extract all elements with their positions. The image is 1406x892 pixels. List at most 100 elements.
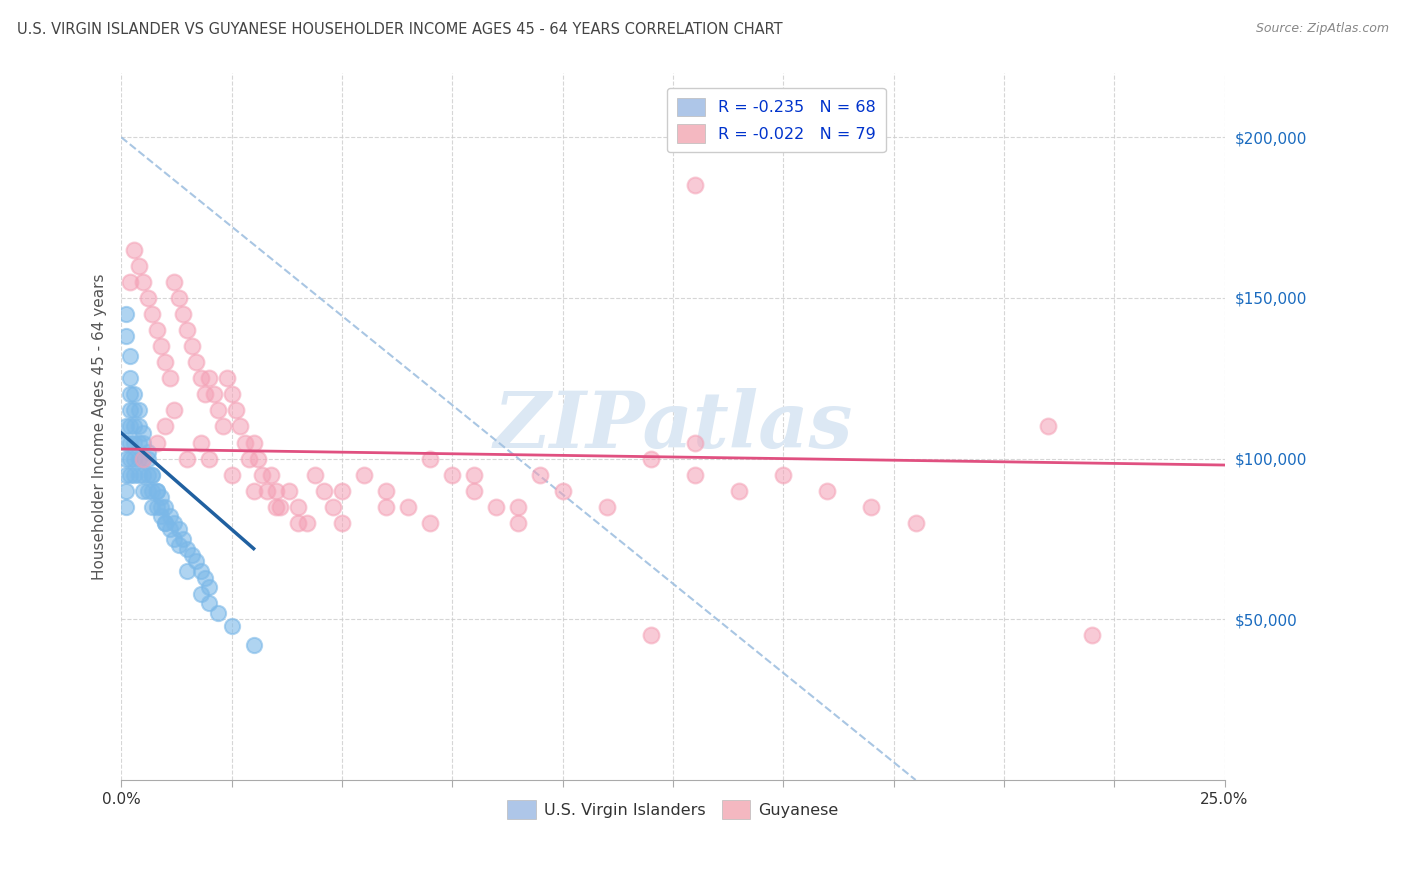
Point	[207, 606, 229, 620]
Point	[128, 403, 150, 417]
Point	[419, 516, 441, 530]
Point	[128, 435, 150, 450]
Point	[211, 419, 233, 434]
Point	[163, 532, 186, 546]
Point	[330, 516, 353, 530]
Point	[124, 467, 146, 482]
Point	[353, 467, 375, 482]
Point	[128, 467, 150, 482]
Point	[136, 467, 159, 482]
Point	[132, 435, 155, 450]
Point	[141, 500, 163, 514]
Point	[225, 403, 247, 417]
Point	[815, 483, 838, 498]
Point	[176, 451, 198, 466]
Point	[190, 564, 212, 578]
Point	[1036, 419, 1059, 434]
Point	[176, 323, 198, 337]
Point	[247, 451, 270, 466]
Point	[136, 451, 159, 466]
Point	[172, 307, 194, 321]
Point	[772, 467, 794, 482]
Point	[198, 371, 221, 385]
Point	[128, 259, 150, 273]
Point	[256, 483, 278, 498]
Point	[1081, 628, 1104, 642]
Point	[194, 570, 217, 584]
Point	[252, 467, 274, 482]
Point	[176, 564, 198, 578]
Point	[167, 538, 190, 552]
Point	[180, 548, 202, 562]
Point	[145, 435, 167, 450]
Point	[145, 483, 167, 498]
Point	[114, 483, 136, 498]
Point	[217, 371, 239, 385]
Point	[269, 500, 291, 514]
Point	[118, 435, 141, 450]
Y-axis label: Householder Income Ages 45 - 64 years: Householder Income Ages 45 - 64 years	[93, 273, 107, 580]
Point	[118, 371, 141, 385]
Point	[159, 509, 181, 524]
Point	[229, 419, 252, 434]
Point	[155, 419, 177, 434]
Point	[207, 403, 229, 417]
Point	[186, 355, 208, 369]
Point	[295, 516, 318, 530]
Point	[118, 387, 141, 401]
Point	[287, 500, 309, 514]
Point	[419, 451, 441, 466]
Point	[683, 467, 706, 482]
Point	[132, 451, 155, 466]
Point	[194, 387, 217, 401]
Point	[198, 580, 221, 594]
Point	[375, 483, 398, 498]
Legend: U.S. Virgin Islanders, Guyanese: U.S. Virgin Islanders, Guyanese	[501, 794, 845, 825]
Point	[277, 483, 299, 498]
Point	[238, 451, 260, 466]
Point	[136, 483, 159, 498]
Point	[242, 435, 264, 450]
Point	[132, 451, 155, 466]
Point	[463, 467, 485, 482]
Point	[322, 500, 344, 514]
Point	[202, 387, 225, 401]
Point	[314, 483, 336, 498]
Text: Source: ZipAtlas.com: Source: ZipAtlas.com	[1256, 22, 1389, 36]
Point	[221, 387, 243, 401]
Point	[128, 419, 150, 434]
Point	[136, 291, 159, 305]
Point	[132, 425, 155, 440]
Point	[114, 435, 136, 450]
Point	[124, 419, 146, 434]
Point	[551, 483, 574, 498]
Point	[264, 500, 287, 514]
Point	[155, 516, 177, 530]
Point	[904, 516, 927, 530]
Point	[233, 435, 256, 450]
Point	[124, 403, 146, 417]
Point	[221, 467, 243, 482]
Point	[124, 243, 146, 257]
Point	[163, 275, 186, 289]
Point	[159, 371, 181, 385]
Point	[242, 638, 264, 652]
Point	[441, 467, 464, 482]
Point	[485, 500, 508, 514]
Point	[172, 532, 194, 546]
Point	[124, 451, 146, 466]
Point	[176, 541, 198, 556]
Point	[141, 483, 163, 498]
Point	[508, 500, 530, 514]
Point	[124, 387, 146, 401]
Point	[155, 516, 177, 530]
Point	[190, 435, 212, 450]
Point	[304, 467, 326, 482]
Point	[221, 618, 243, 632]
Point	[155, 500, 177, 514]
Point	[640, 451, 662, 466]
Point	[132, 275, 155, 289]
Point	[529, 467, 551, 482]
Point	[330, 483, 353, 498]
Point	[132, 467, 155, 482]
